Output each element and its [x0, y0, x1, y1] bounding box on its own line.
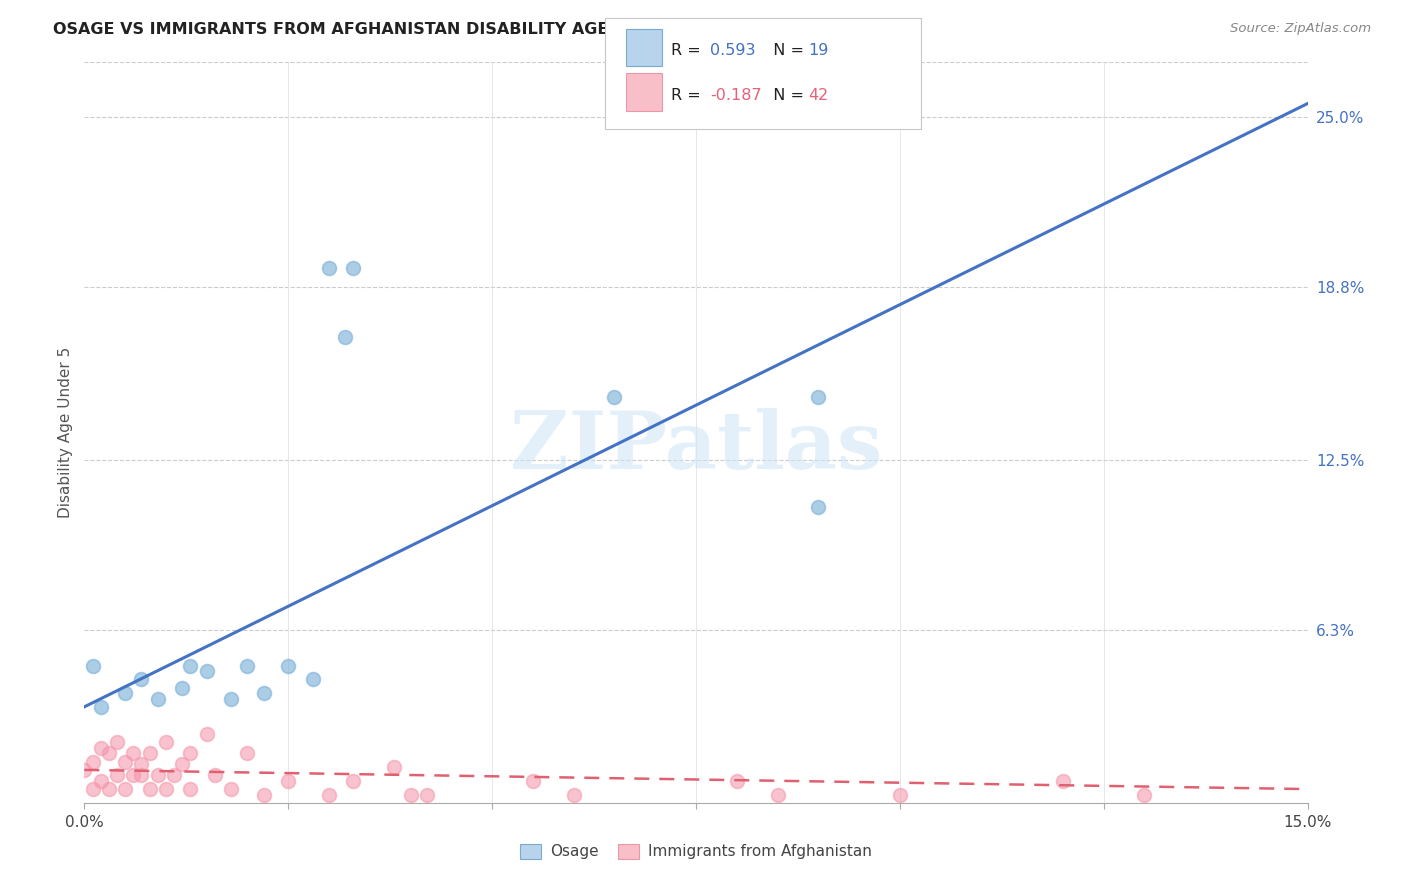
- Point: [172, 757, 194, 772]
- Point: [122, 768, 145, 782]
- Point: [301, 673, 323, 687]
- Text: R =: R =: [671, 44, 706, 58]
- Point: [105, 735, 128, 749]
- Legend: Osage, Immigrants from Afghanistan: Osage, Immigrants from Afghanistan: [513, 838, 879, 865]
- Point: [90, 741, 112, 756]
- Y-axis label: Disability Age Under 5: Disability Age Under 5: [58, 347, 73, 518]
- Text: R =: R =: [671, 88, 706, 103]
- Point: [766, 788, 789, 802]
- Point: [131, 768, 153, 782]
- Point: [105, 768, 128, 782]
- Point: [73, 763, 96, 777]
- Point: [90, 773, 112, 788]
- Point: [807, 500, 830, 514]
- Point: [277, 773, 299, 788]
- Point: [163, 768, 186, 782]
- Point: [382, 760, 405, 774]
- Text: 19: 19: [808, 44, 828, 58]
- Text: ZIPatlas: ZIPatlas: [510, 409, 882, 486]
- Point: [155, 782, 177, 797]
- Point: [138, 747, 160, 761]
- Point: [204, 768, 226, 782]
- Text: Source: ZipAtlas.com: Source: ZipAtlas.com: [1230, 22, 1371, 36]
- Point: [131, 757, 153, 772]
- Text: 0.593: 0.593: [710, 44, 755, 58]
- Point: [1052, 773, 1074, 788]
- Point: [114, 782, 136, 797]
- Point: [122, 747, 145, 761]
- Point: [90, 699, 112, 714]
- Point: [138, 782, 160, 797]
- Point: [131, 673, 153, 687]
- Point: [236, 658, 259, 673]
- Point: [195, 727, 218, 741]
- Point: [172, 681, 194, 695]
- Point: [146, 768, 169, 782]
- Point: [342, 773, 364, 788]
- Point: [253, 686, 276, 700]
- Text: 42: 42: [808, 88, 828, 103]
- Point: [889, 788, 911, 802]
- Text: N =: N =: [763, 44, 810, 58]
- Point: [725, 773, 748, 788]
- Point: [82, 658, 104, 673]
- Point: [82, 782, 104, 797]
- Point: [807, 390, 830, 404]
- Point: [318, 788, 340, 802]
- Text: N =: N =: [763, 88, 810, 103]
- Point: [1133, 788, 1156, 802]
- Text: OSAGE VS IMMIGRANTS FROM AFGHANISTAN DISABILITY AGE UNDER 5 CORRELATION CHART: OSAGE VS IMMIGRANTS FROM AFGHANISTAN DIS…: [53, 22, 891, 37]
- Point: [195, 664, 218, 678]
- Point: [219, 691, 242, 706]
- Point: [97, 747, 120, 761]
- Point: [522, 773, 544, 788]
- Point: [179, 782, 201, 797]
- Point: [318, 261, 340, 276]
- Point: [342, 261, 364, 276]
- Point: [603, 390, 626, 404]
- Point: [82, 755, 104, 769]
- Point: [146, 691, 169, 706]
- Point: [416, 788, 439, 802]
- Point: [236, 747, 259, 761]
- Text: -0.187: -0.187: [710, 88, 762, 103]
- Point: [155, 735, 177, 749]
- Point: [253, 788, 276, 802]
- Point: [97, 782, 120, 797]
- Point: [114, 686, 136, 700]
- Point: [399, 788, 422, 802]
- Point: [179, 658, 201, 673]
- Point: [179, 747, 201, 761]
- Point: [114, 755, 136, 769]
- Point: [335, 329, 357, 343]
- Point: [277, 658, 299, 673]
- Point: [562, 788, 585, 802]
- Point: [219, 782, 242, 797]
